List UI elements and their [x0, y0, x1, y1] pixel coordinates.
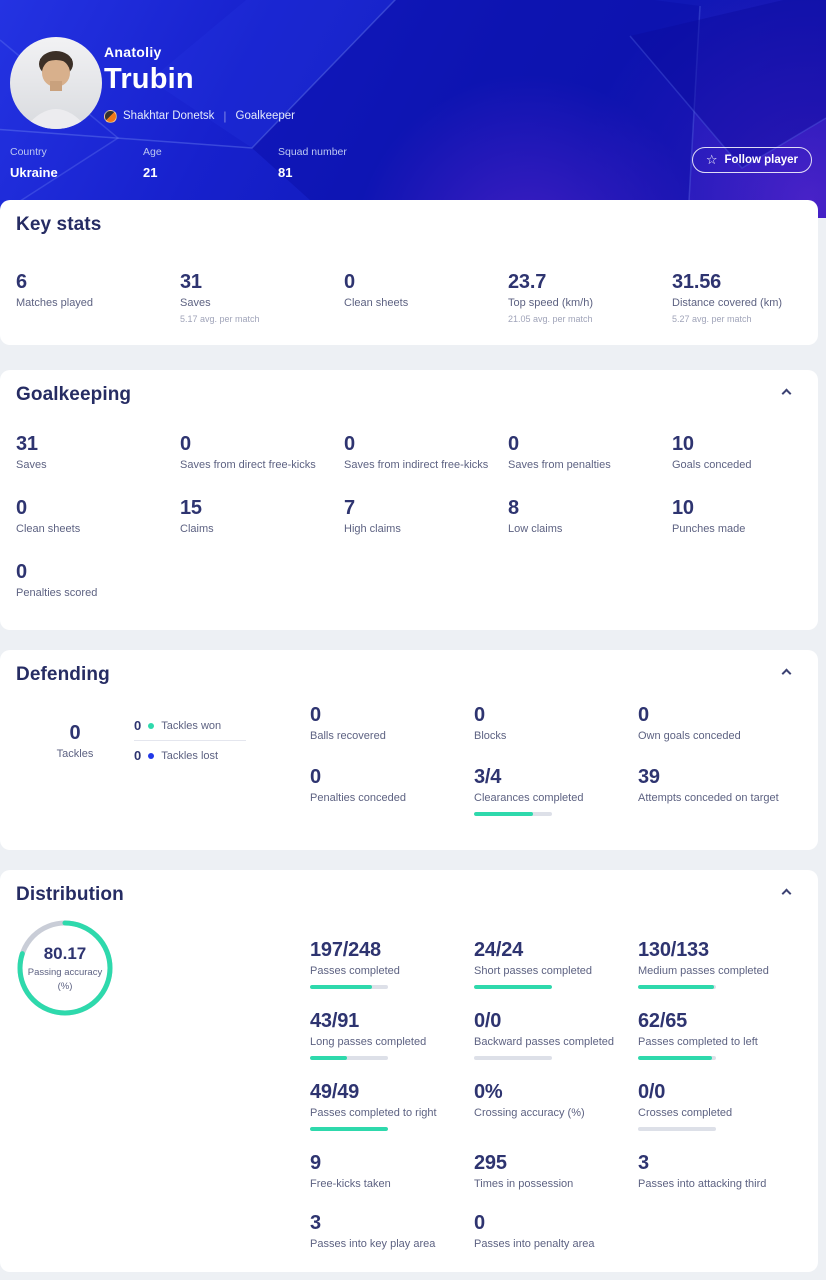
progress-bar [474, 985, 552, 989]
stat-gk-clean-sheets: 0 Clean sheets [16, 497, 81, 535]
stat-passes-into-key-play-area: 3 Passes into key play area [310, 1212, 436, 1250]
stat-distance-covered: 31.56 Distance covered (km) 5.27 avg. pe… [672, 271, 783, 324]
passing-accuracy-group: 80.17 Passing accuracy (%) [16, 910, 310, 1251]
meta-country: Country Ukraine [10, 146, 143, 180]
goalkeeping-collapse-button[interactable] [777, 384, 796, 403]
progress-bar [638, 985, 716, 989]
stat-top-speed: 23.7 Top speed (km/h) 21.05 avg. per mat… [508, 271, 593, 324]
stat-crossing-accuracy: 0% Crossing accuracy (%) [474, 1081, 585, 1119]
meta-age-value: 21 [143, 165, 158, 180]
club-name[interactable]: Shakhtar Donetsk [123, 110, 215, 122]
stat-punches-made: 10 Punches made [672, 497, 746, 535]
stat-passes-completed-to-left: 62/65 Passes completed to left [638, 1009, 802, 1060]
passing-accuracy-ring-fill [17, 920, 113, 1016]
stat-matches-played: 6 Matches played [16, 271, 94, 309]
defending-card: Defending 0 Tackles 0 Tackles won 0 [0, 650, 818, 850]
stat-penalties-scored: 0 Penalties scored [16, 561, 98, 599]
stat-own-goals-conceded: 0 Own goals conceded [638, 704, 741, 742]
meta-country-value: Ukraine [10, 165, 58, 180]
passing-accuracy-value: 80.17 [43, 944, 87, 963]
stat-passes-completed: 197/248 Passes completed [310, 938, 474, 989]
passing-accuracy-ring: 80.17 Passing accuracy (%) [13, 916, 117, 1020]
stat-saves-indirect-free-kicks: 0 Saves from indirect free-kicks [344, 433, 489, 471]
stat-medium-passes-completed: 130/133 Medium passes completed [638, 938, 802, 989]
star-icon: ☆ [705, 151, 718, 167]
passing-accuracy-unit: (%) [57, 981, 73, 992]
meta-country-label: Country [10, 146, 47, 158]
stat-attempts-conceded-on-target: 39 Attempts conceded on target [638, 766, 779, 804]
meta-squad-number-label: Squad number [278, 146, 347, 158]
meta-squad-number-value: 81 [278, 165, 293, 180]
club-badge-icon [104, 109, 117, 123]
stat-low-claims: 8 Low claims [508, 497, 563, 535]
stat-passes-into-attacking-third: 3 Passes into attacking third [638, 1152, 767, 1190]
defending-title: Defending [16, 664, 110, 685]
stat-short-passes-completed: 24/24 Short passes completed [474, 938, 638, 989]
stat-goals-conceded: 10 Goals conceded [672, 433, 752, 471]
player-photo [10, 37, 102, 129]
stat-passes-completed-to-right: 49/49 Passes completed to right [310, 1080, 474, 1131]
stat-crosses-completed: 0/0 Crosses completed [638, 1080, 802, 1131]
meta-age: Age 21 [143, 146, 278, 180]
distribution-title: Distribution [16, 884, 124, 905]
stat-gk-saves: 31 Saves [16, 433, 47, 471]
stat-long-passes-completed: 43/91 Long passes completed [310, 1009, 474, 1060]
stat-blocks: 0 Blocks [474, 704, 507, 742]
stat-tackles: 0 Tackles [56, 722, 94, 760]
chevron-up-icon [781, 388, 792, 399]
starball-pattern [0, 0, 826, 218]
tackles-divider [134, 740, 246, 741]
stat-saves-direct-free-kicks: 0 Saves from direct free-kicks [180, 433, 316, 471]
key-stats-title: Key stats [16, 214, 102, 235]
stat-penalties-conceded: 0 Penalties conceded [310, 766, 407, 804]
follow-player-label: Follow player [724, 154, 799, 166]
tackles-group: 0 Tackles 0 Tackles won 0 Tackles lost [16, 703, 310, 816]
stat-high-claims: 7 High claims [344, 497, 401, 535]
meta-squad-number: Squad number 81 [278, 146, 347, 180]
club-position-separator: | [223, 109, 227, 123]
stat-clearances-completed: 3/4 Clearances completed [474, 765, 638, 816]
stat-backward-passes-completed: 0/0 Backward passes completed [474, 1009, 638, 1060]
stat-balls-recovered: 0 Balls recovered [310, 704, 386, 742]
chevron-up-icon [781, 888, 792, 899]
key-stats-card: Key stats 6 Matches played 31 Saves 5.17… [0, 200, 818, 345]
meta-age-label: Age [143, 146, 162, 158]
player-position: Goalkeeper [235, 110, 296, 122]
progress-bar [310, 1056, 388, 1060]
tackles-won-row: 0 Tackles won [134, 718, 222, 733]
stat-clean-sheets: 0 Clean sheets [344, 271, 409, 309]
follow-player-button[interactable]: ☆ Follow player [691, 147, 812, 173]
chevron-up-icon [781, 668, 792, 679]
player-first-name: Anatoliy [104, 44, 162, 60]
progress-bar [638, 1127, 716, 1131]
stat-times-in-possession: 295 Times in possession [474, 1152, 574, 1190]
stat-passes-into-penalty-area: 0 Passes into penalty area [474, 1212, 595, 1250]
distribution-card: Distribution 80.17 Passing accuracy (%) [0, 870, 818, 1272]
stat-saves-penalties: 0 Saves from penalties [508, 433, 611, 471]
player-last-name: Trubin [104, 63, 194, 95]
tackles-lost-row: 0 Tackles lost [134, 748, 219, 763]
progress-bar [474, 812, 552, 816]
progress-bar [310, 1127, 388, 1131]
defending-collapse-button[interactable] [777, 664, 796, 683]
player-header: Anatoliy Trubin Shakhtar Donetsk | Goalk… [0, 0, 826, 218]
tackles-breakdown: 0 Tackles won 0 Tackles lost [134, 703, 246, 816]
goalkeeping-card: Goalkeeping 31 Saves 0 Saves from direct… [0, 370, 818, 630]
goalkeeping-title: Goalkeeping [16, 384, 132, 405]
progress-bar [474, 1056, 552, 1060]
tackles-lost-dot-icon [148, 752, 155, 759]
distribution-collapse-button[interactable] [777, 884, 796, 903]
stat-claims: 15 Claims [180, 497, 214, 535]
progress-bar [638, 1056, 716, 1060]
stat-saves: 31 Saves 5.17 avg. per match [180, 271, 260, 324]
passing-accuracy-label: Passing accuracy [27, 967, 103, 978]
player-silhouette [24, 51, 88, 129]
player-meta: Country Ukraine Age 21 Squad number 81 [10, 146, 347, 180]
stat-free-kicks-taken: 9 Free-kicks taken [310, 1152, 391, 1190]
progress-bar [310, 985, 388, 989]
tackles-won-dot-icon [148, 722, 155, 729]
